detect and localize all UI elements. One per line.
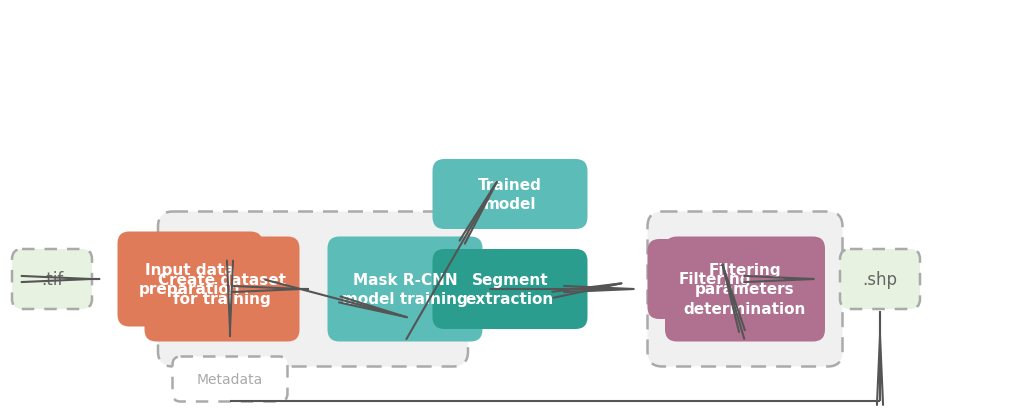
Text: Trained
model: Trained model <box>478 177 542 212</box>
Text: .tif: .tif <box>41 271 63 288</box>
FancyBboxPatch shape <box>840 249 920 309</box>
FancyBboxPatch shape <box>328 237 482 342</box>
Text: Create dataset
for training: Create dataset for training <box>158 272 286 307</box>
Text: Metadata: Metadata <box>197 372 263 386</box>
Text: Mask R-CNN
model training: Mask R-CNN model training <box>342 272 468 307</box>
Text: .shp: .shp <box>862 271 897 288</box>
Text: Segment
extraction: Segment extraction <box>466 272 554 307</box>
FancyBboxPatch shape <box>118 232 262 327</box>
FancyBboxPatch shape <box>432 249 588 329</box>
Text: Input data
preparation: Input data preparation <box>139 262 241 297</box>
Text: Filtering: Filtering <box>679 272 752 287</box>
Text: Filtering
parameters
determination: Filtering parameters determination <box>684 262 806 316</box>
FancyBboxPatch shape <box>647 240 782 319</box>
FancyBboxPatch shape <box>12 249 92 309</box>
FancyBboxPatch shape <box>158 212 468 367</box>
FancyBboxPatch shape <box>665 237 825 342</box>
FancyBboxPatch shape <box>647 212 843 367</box>
FancyBboxPatch shape <box>432 159 588 230</box>
FancyBboxPatch shape <box>144 237 299 342</box>
FancyBboxPatch shape <box>172 357 288 401</box>
